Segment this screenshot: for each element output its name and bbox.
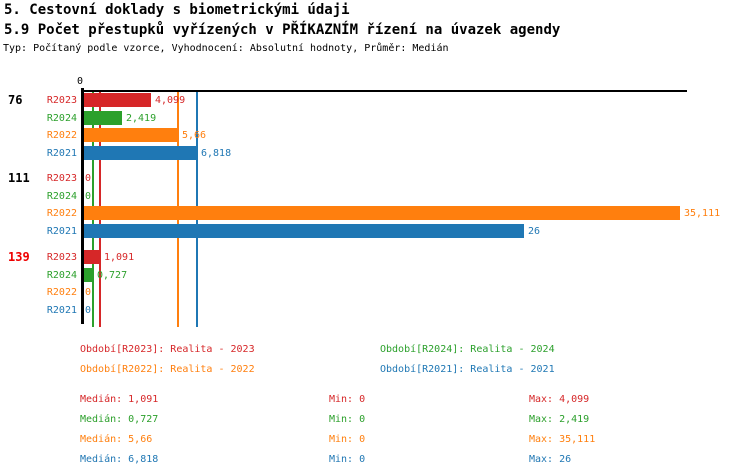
series-row-label: R2023 — [46, 173, 77, 184]
zero-tick-label: 0 — [76, 76, 84, 87]
bar-value-label: 0 — [85, 304, 92, 316]
legend-item-R2023: Období[R2023]: Realita - 2023 — [80, 344, 255, 355]
stat-median-R2021: Medián: 6,818 — [80, 454, 159, 465]
bar-value-label: 0 — [85, 173, 92, 184]
legend-item-R2024: Období[R2024]: Realita - 2024 — [380, 344, 555, 355]
stat-min-R2022: Min: 0 — [329, 434, 366, 445]
bar-R2022-76 — [81, 128, 178, 142]
stat-max-R2023: Max: 4,099 — [529, 394, 590, 405]
bar-value-label: 4,099 — [155, 95, 186, 106]
bar-value-label: 5,66 — [182, 130, 207, 141]
legend-item-R2021: Období[R2021]: Realita - 2021 — [380, 364, 555, 375]
stat-min-R2023: Min: 0 — [329, 394, 366, 405]
bar-R2021-111 — [81, 223, 524, 238]
stat-median-R2024: Medián: 0,727 — [80, 414, 159, 425]
bar-R2023-139 — [81, 250, 100, 264]
bar-R2021-76 — [81, 145, 197, 160]
bar-value-label: 0 — [85, 190, 92, 202]
series-row-label: R2024 — [46, 269, 77, 281]
legend-item-R2022: Období[R2022]: Realita - 2022 — [80, 364, 255, 375]
series-row-label: R2024 — [46, 190, 77, 202]
bar-value-label: 0 — [85, 287, 92, 298]
bar-R2024-76 — [81, 110, 122, 125]
stat-min-R2021: Min: 0 — [329, 454, 366, 465]
series-row-label: R2023 — [46, 252, 77, 263]
bar-R2023-76 — [81, 93, 151, 107]
series-row-label: R2021 — [46, 304, 77, 316]
chart-title: 5.9 Počet přestupků vyřízených v PŘÍKAZN… — [4, 22, 561, 38]
bar-value-label: 0,727 — [97, 269, 128, 281]
series-row-label: R2022 — [46, 208, 77, 219]
series-row-label: R2021 — [46, 225, 77, 237]
stat-max-R2022: Max: 35,111 — [529, 434, 596, 445]
bar-value-label: 35,111 — [684, 208, 721, 219]
group-label-76: 76 — [8, 93, 23, 107]
group-label-111: 111 — [8, 171, 30, 185]
series-row-label: R2022 — [46, 130, 77, 141]
value-axis-top-line — [81, 90, 687, 92]
bar-R2024-139 — [81, 267, 93, 282]
stat-min-R2024: Min: 0 — [329, 414, 366, 425]
stat-median-R2022: Medián: 5,66 — [80, 434, 153, 445]
bar-value-label: 6,818 — [201, 147, 232, 159]
series-row-label: R2024 — [46, 112, 77, 124]
bar-R2022-111 — [81, 206, 680, 220]
category-axis-line — [81, 88, 84, 324]
stat-max-R2024: Max: 2,419 — [529, 414, 590, 425]
report-section-title: 5. Cestovní doklady s biometrickými údaj… — [4, 2, 350, 18]
stat-max-R2021: Max: 26 — [529, 454, 572, 465]
series-row-label: R2021 — [46, 147, 77, 159]
chart-subtitle: Typ: Počítaný podle vzorce, Vyhodnocení:… — [3, 43, 449, 54]
stat-median-R2023: Medián: 1,091 — [80, 394, 159, 405]
series-row-label: R2023 — [46, 95, 77, 106]
bar-value-label: 1,091 — [104, 252, 135, 263]
series-row-label: R2022 — [46, 287, 77, 298]
bar-value-label: 26 — [528, 225, 541, 237]
group-label-139: 139 — [8, 250, 30, 264]
bar-value-label: 2,419 — [126, 112, 157, 124]
